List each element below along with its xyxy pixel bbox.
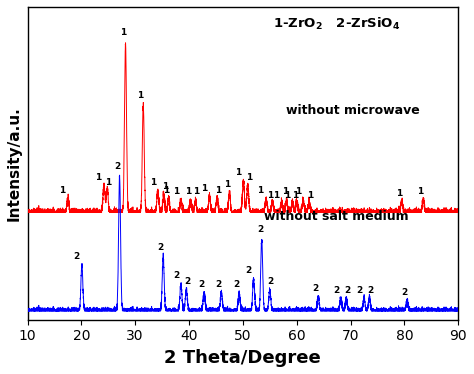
Text: 1: 1	[224, 180, 230, 189]
Text: 1: 1	[284, 191, 290, 200]
Text: 1: 1	[185, 187, 191, 196]
Text: without salt medium: without salt medium	[264, 210, 409, 223]
Text: 1: 1	[173, 187, 180, 196]
Text: 1: 1	[163, 186, 169, 194]
Text: 1: 1	[307, 191, 313, 200]
Text: 1: 1	[59, 186, 65, 194]
Text: 2: 2	[73, 252, 80, 261]
Text: 2: 2	[173, 272, 180, 280]
Text: 1: 1	[267, 191, 273, 200]
Text: 1: 1	[193, 187, 200, 196]
Text: 1: 1	[292, 191, 299, 200]
Text: 1: 1	[105, 178, 111, 187]
Text: 1: 1	[235, 168, 241, 177]
Text: 1: 1	[273, 191, 279, 200]
Text: 1: 1	[246, 173, 252, 182]
Text: 2: 2	[312, 284, 319, 293]
Text: 1: 1	[257, 186, 264, 194]
Y-axis label: Intensity/a.u.: Intensity/a.u.	[7, 106, 22, 221]
Text: 2: 2	[268, 277, 274, 286]
Text: 1: 1	[150, 178, 156, 187]
Text: 1: 1	[137, 91, 144, 100]
Text: 1: 1	[418, 187, 424, 196]
Text: $\mathbf{1}$-$\mathbf{ZrO_2}$   $\mathbf{2}$-$\mathbf{ZrSiO_4}$: $\mathbf{1}$-$\mathbf{ZrO_2}$ $\mathbf{2…	[273, 16, 400, 33]
Text: 1: 1	[95, 173, 102, 182]
Text: 2: 2	[216, 280, 222, 289]
X-axis label: 2 Theta/Degree: 2 Theta/Degree	[164, 349, 321, 367]
Text: 2: 2	[257, 225, 263, 234]
Text: without microwave: without microwave	[286, 104, 419, 117]
Text: 1: 1	[162, 182, 168, 191]
Text: 2: 2	[356, 286, 363, 295]
Text: 1: 1	[215, 186, 221, 194]
Text: 2: 2	[245, 266, 251, 275]
Text: 2: 2	[401, 288, 408, 297]
Text: 1: 1	[282, 187, 288, 196]
Text: 2: 2	[184, 277, 191, 286]
Text: 2: 2	[333, 286, 340, 295]
Text: 2: 2	[157, 243, 164, 252]
Text: 1: 1	[295, 187, 301, 196]
Text: 2: 2	[198, 280, 205, 289]
Text: 2: 2	[233, 280, 239, 289]
Text: 1: 1	[119, 28, 126, 37]
Text: 1: 1	[396, 189, 402, 198]
Text: 2: 2	[344, 286, 350, 295]
Text: 2: 2	[367, 286, 374, 295]
Text: 1: 1	[201, 184, 207, 193]
Text: 2: 2	[114, 162, 120, 171]
